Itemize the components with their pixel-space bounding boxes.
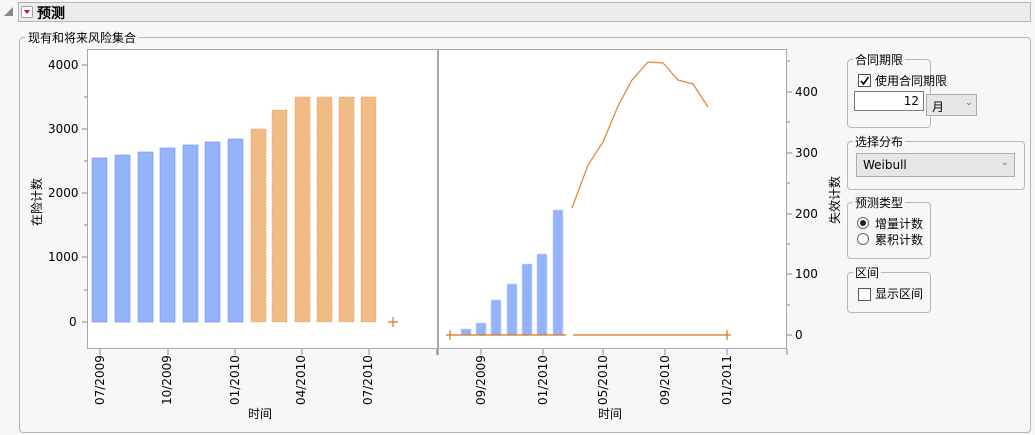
right-ytick: 0: [795, 328, 803, 342]
distribution-value: Weibull: [863, 158, 907, 172]
right-ytick: 300: [795, 146, 818, 160]
contract-unit-select[interactable]: 月 ⌄: [926, 94, 977, 116]
left-ylabel: 在险计数: [30, 177, 44, 226]
distribution-title: 选择分布: [853, 133, 906, 150]
left-xtick: 07/2010: [361, 355, 375, 405]
right-xtick: 09/2010: [658, 355, 672, 405]
right-ytick: 200: [795, 207, 818, 221]
risk-set-title: 现有和将来风险集合: [25, 29, 140, 46]
cumulative-count-radio[interactable]: [857, 233, 869, 245]
left-ytick: 4000: [48, 58, 79, 72]
left-ytick: 2000: [48, 186, 79, 200]
incremental-count-label: 增量计数: [875, 217, 924, 231]
chevron-down-icon: ⌄: [1001, 158, 1009, 168]
left-xtick: 01/2010: [228, 355, 242, 405]
right-ytick: 400: [795, 85, 818, 99]
left-ytick: 3000: [48, 122, 79, 136]
use-contract-label: 使用合同期限: [875, 74, 948, 88]
left-ytick: 0: [69, 315, 77, 329]
right-ylabel: 失效计数: [828, 175, 842, 224]
contract-length-input[interactable]: 12: [854, 91, 924, 111]
right-xtick: 01/2011: [720, 355, 734, 405]
report-header: [18, 2, 1031, 22]
show-interval-label: 显示区间: [875, 287, 924, 301]
red-triangle-menu-icon[interactable]: [21, 6, 33, 18]
left-xtick: 07/2009: [93, 355, 107, 405]
left-ytick: 1000: [48, 250, 79, 264]
left-xlabel: 时间: [248, 407, 273, 421]
cumulative-count-label: 累积计数: [875, 233, 924, 247]
right-xtick: 01/2010: [536, 355, 550, 405]
contract-period-title: 合同期限: [853, 51, 906, 68]
right-xlabel: 时间: [598, 407, 623, 421]
checkmark-icon: [860, 76, 870, 86]
right-xtick: 09/2009: [474, 355, 488, 405]
show-interval-checkbox[interactable]: [858, 288, 871, 301]
interval-group: [847, 272, 931, 313]
interval-title: 区间: [853, 264, 882, 281]
collapse-triangle-icon[interactable]: [4, 7, 13, 16]
use-contract-checkbox[interactable]: [858, 74, 871, 87]
contract-unit-value: 月: [932, 100, 945, 114]
right-ytick: 100: [795, 267, 818, 281]
left-xtick: 04/2010: [294, 355, 308, 405]
distribution-group: [847, 141, 1025, 190]
incremental-count-radio[interactable]: [857, 217, 869, 229]
forecast-type-title: 预测类型: [853, 194, 906, 211]
risk-set-panel: [19, 37, 1031, 433]
chevron-down-icon: ⌄: [965, 98, 973, 108]
distribution-select[interactable]: Weibull ⌄: [856, 153, 1015, 177]
report-title: 预测: [37, 6, 65, 22]
left-xtick: 10/2009: [160, 355, 174, 405]
right-xtick: 05/2010: [596, 355, 610, 405]
